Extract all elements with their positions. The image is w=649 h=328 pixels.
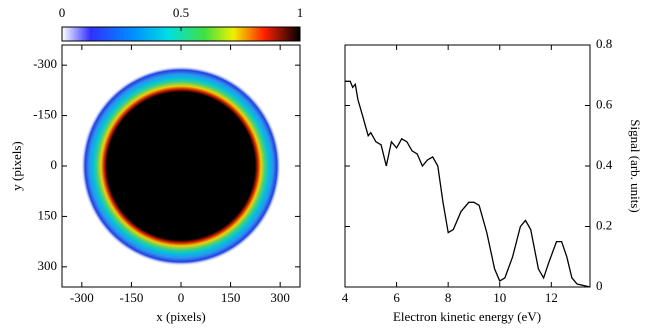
x-tick-label: 10 bbox=[493, 290, 506, 305]
y-tick-label: 0 bbox=[51, 157, 58, 172]
y-tick-label: 0.4 bbox=[596, 157, 613, 172]
y-tick-label: -150 bbox=[33, 107, 57, 122]
x-tick-label: -150 bbox=[119, 290, 143, 305]
image bbox=[81, 66, 281, 266]
y-tick-label: 0.8 bbox=[596, 36, 612, 51]
x-axis-label: Electron kinetic energy (eV) bbox=[393, 309, 541, 324]
colorbar-tick-label: 1 bbox=[297, 5, 304, 20]
colorbar-tick-label: 0.5 bbox=[173, 5, 189, 20]
y-tick-label: 0.2 bbox=[596, 217, 612, 232]
colorbar-tick-label: 0 bbox=[59, 5, 66, 20]
x-tick-label: 150 bbox=[221, 290, 241, 305]
x-tick-label: 0 bbox=[178, 290, 185, 305]
y-tick-label: 0.6 bbox=[596, 96, 613, 111]
x-tick-label: 300 bbox=[270, 290, 290, 305]
x-tick-label: -300 bbox=[70, 290, 94, 305]
x-axis-label: x (pixels) bbox=[156, 309, 205, 324]
y-axis-label: Signal (arb. units) bbox=[628, 119, 643, 213]
y-axis-label: y (pixels) bbox=[9, 141, 24, 190]
line bbox=[345, 80, 591, 288]
y-tick-label: 300 bbox=[38, 258, 58, 273]
y-tick-label: 0 bbox=[596, 278, 603, 293]
x-tick-label: 6 bbox=[393, 290, 400, 305]
x-tick-label: 4 bbox=[342, 290, 349, 305]
y-tick-label: 150 bbox=[38, 207, 58, 222]
x-tick-label: 12 bbox=[545, 290, 558, 305]
x-tick-label: 8 bbox=[445, 290, 452, 305]
y-tick-label: -300 bbox=[33, 56, 57, 71]
